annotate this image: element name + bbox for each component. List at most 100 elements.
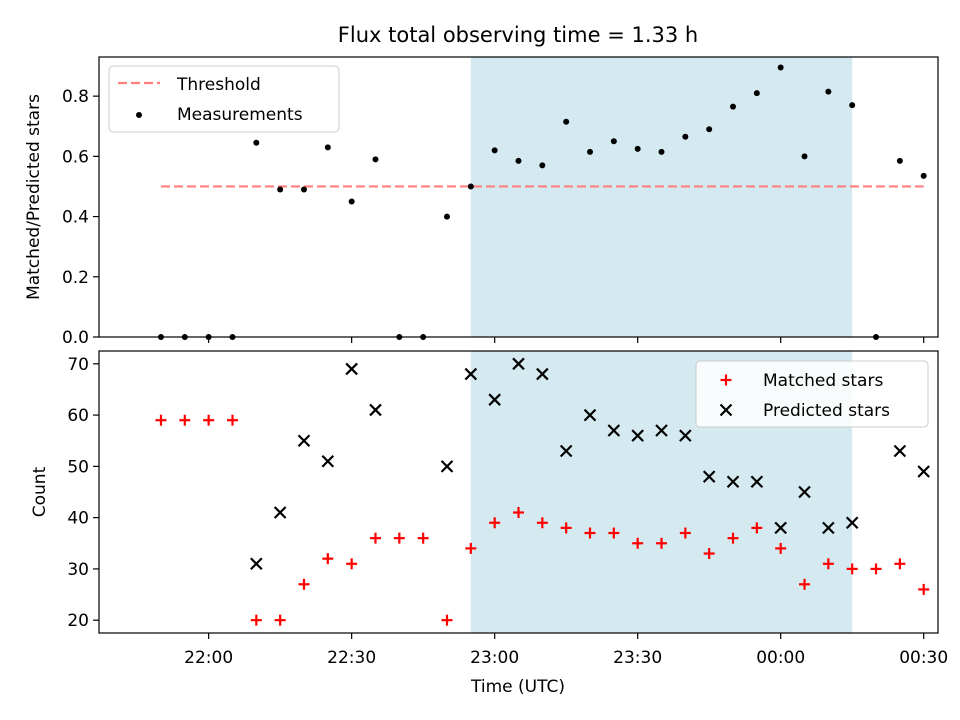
predicted-star-point (273, 506, 287, 519)
measurement-point (205, 334, 212, 340)
measurement-point (825, 88, 832, 95)
matched-star-point (870, 563, 882, 575)
measurement-point (443, 213, 450, 220)
predicted-star-point (893, 444, 907, 458)
top-y-tick-label: 0.2 (62, 268, 89, 288)
predicted-star-point (536, 367, 549, 381)
top-highlight-span (470, 57, 853, 337)
measurement-point (324, 144, 331, 151)
measurement-point (539, 162, 546, 169)
matched-star-point (441, 614, 453, 626)
predicted-star-point (798, 485, 811, 499)
matched-star-point (799, 578, 811, 590)
measurement-point (277, 186, 284, 193)
matched-star-point (560, 522, 572, 534)
predicted-star-point (774, 521, 787, 535)
measurement-point (610, 138, 617, 145)
measurement-point (563, 118, 570, 125)
matched-star-point (703, 548, 715, 560)
legend-predicted-label: Predicted stars (763, 401, 890, 421)
matched-star-point (608, 527, 620, 539)
top-legend: Threshold Measurements (108, 65, 340, 133)
measurement-point (491, 147, 498, 154)
matched-star-point (775, 542, 787, 554)
data-layer (155, 64, 930, 626)
measurement-point (658, 148, 665, 155)
matched-star-point (155, 414, 167, 426)
measurement-point (515, 157, 522, 164)
predicted-star-point (369, 403, 382, 417)
x-tick-label: 22:00 (184, 648, 233, 668)
x-tick-label: 23:00 (470, 648, 519, 668)
predicted-star-point (845, 516, 859, 530)
measurement-point (467, 183, 474, 190)
predicted-star-point (440, 460, 454, 473)
matched-star-point (393, 532, 405, 544)
measurement-point (920, 172, 927, 179)
chart-title: Flux total observing time = 1.33 h (338, 23, 698, 47)
matched-star-point (822, 558, 834, 570)
legend-measurements-swatch (136, 112, 142, 118)
top-y-tick-label: 0.8 (62, 87, 89, 107)
matched-star-point (417, 532, 429, 544)
bottom-legend: Matched stars Predicted stars (695, 360, 929, 428)
matched-star-point (513, 507, 524, 519)
bottom-y-tick-label: 20 (67, 611, 89, 631)
matched-star-point (465, 542, 477, 554)
measurement-point (420, 334, 427, 340)
matched-star-point (632, 537, 644, 549)
predicted-star-point (583, 408, 597, 422)
matched-star-point (226, 414, 238, 426)
bottom-y-tick-label: 40 (67, 509, 89, 529)
top-y-axis-label: Matched/Predicted stars (24, 94, 44, 300)
predicted-star-point (679, 429, 692, 442)
top-axes-frame (98, 56, 939, 338)
predicted-star-point (607, 424, 621, 437)
matched-star-point (298, 578, 310, 590)
matched-star-point (536, 517, 548, 529)
predicted-star-point (559, 444, 573, 458)
axes-layer: 0.0 0.2 0.4 0.6 0.8 20 30 40 50 60 70 22:00 22:30 23:… (62, 56, 948, 668)
bottom-y-tick-label: 70 (67, 355, 89, 375)
matched-star-point (179, 414, 191, 426)
matched-star-point (894, 558, 906, 570)
matched-star-point (489, 517, 501, 529)
matched-star-point (369, 532, 381, 544)
predicted-star-point (917, 465, 930, 478)
measurement-point (396, 334, 403, 340)
measurement-point (372, 156, 379, 163)
predicted-star-point (297, 434, 311, 448)
measurement-point (873, 334, 880, 340)
bottom-y-tick-label: 60 (67, 406, 89, 426)
bottom-legend-box (695, 360, 929, 428)
matched-star-point (727, 532, 739, 544)
predicted-star-point (250, 557, 263, 571)
matched-star-point (346, 558, 358, 570)
measurement-point (634, 145, 641, 152)
top-legend-box (108, 65, 340, 133)
x-tick-label: 00:00 (756, 648, 805, 668)
bottom-y-axis-label: Count (30, 466, 50, 517)
matched-star-point (584, 527, 596, 539)
bottom-axes-frame (98, 350, 939, 634)
measurement-point (801, 153, 808, 160)
legend-matched-label: Matched stars (763, 371, 883, 391)
legend-predicted-swatch-b (719, 403, 733, 417)
matched-star-point (846, 563, 858, 575)
measurement-point (682, 133, 689, 140)
predicted-star-point (750, 475, 764, 489)
bottom-y-tick-label: 50 (67, 457, 89, 477)
predicted-star-point (512, 357, 525, 371)
x-tick-label: 22:30 (327, 648, 376, 668)
measurement-point (253, 139, 260, 146)
measurement-point (896, 157, 903, 164)
legend-layer: Threshold Measurements Matched stars Predic… (108, 65, 929, 428)
measurement-point (348, 198, 355, 205)
predicted-star-point (464, 367, 478, 381)
matched-star-point (656, 537, 668, 549)
bottom-y-tick-label: 30 (67, 560, 89, 580)
matched-star-point (274, 614, 286, 626)
measurement-point (157, 334, 164, 340)
legend-measurements-label: Measurements (177, 105, 303, 125)
